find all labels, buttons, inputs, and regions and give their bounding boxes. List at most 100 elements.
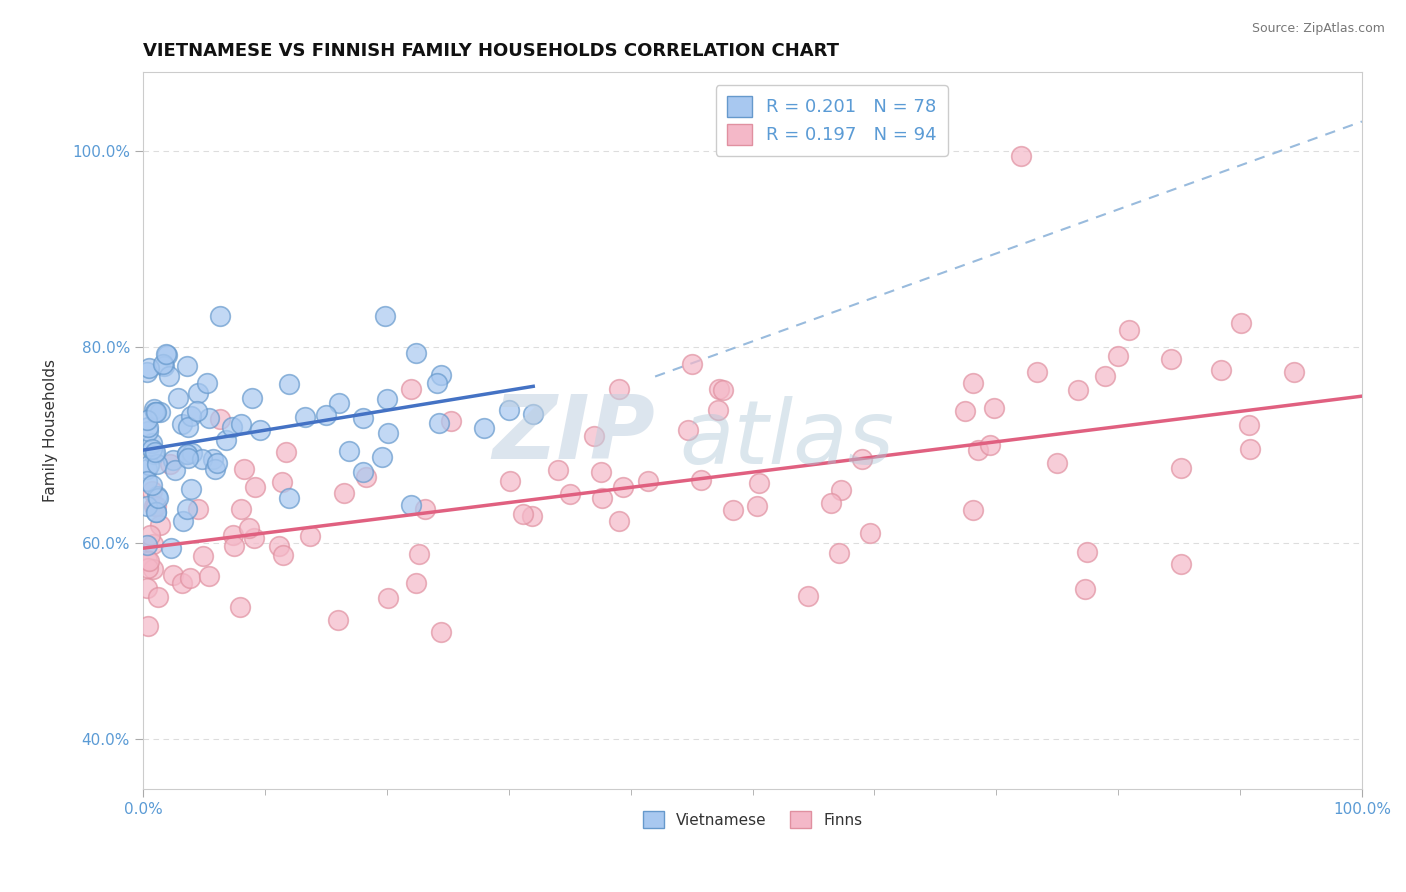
Point [231, 501, 253, 516]
Point [153, 359, 176, 373]
Point [352, 466, 374, 480]
Point [979, 438, 1001, 452]
Point [145, 505, 167, 519]
Text: atlas: atlas [679, 396, 894, 482]
Point [177, 419, 200, 434]
Point [136, 420, 159, 434]
Point [205, 456, 228, 470]
Point [142, 447, 165, 461]
Point [274, 444, 297, 458]
Point [328, 396, 350, 410]
Point [1107, 349, 1129, 363]
Point [796, 589, 818, 603]
Point [135, 475, 157, 489]
Point [498, 402, 520, 417]
Point [401, 498, 423, 512]
Point [706, 402, 728, 417]
Point [186, 403, 208, 417]
Point [425, 376, 447, 390]
Point [190, 452, 212, 467]
Point [612, 480, 634, 494]
Point [146, 590, 169, 604]
Point [159, 458, 181, 472]
Point [229, 417, 252, 432]
Point [162, 453, 184, 467]
Point [242, 531, 264, 545]
Point [143, 445, 166, 459]
Point [142, 499, 165, 513]
Point [208, 309, 231, 323]
Point [179, 571, 201, 585]
Point [135, 462, 157, 476]
Point [155, 347, 177, 361]
Point [238, 521, 260, 535]
Point [204, 462, 226, 476]
Point [401, 382, 423, 396]
Point [326, 613, 349, 627]
Point [427, 416, 450, 430]
Point [499, 474, 522, 488]
Point [180, 482, 202, 496]
Point [1239, 442, 1261, 457]
Point [136, 618, 159, 632]
Point [711, 384, 734, 398]
Point [177, 451, 200, 466]
Point [707, 382, 730, 396]
Point [371, 450, 394, 464]
Point [201, 452, 224, 467]
Point [215, 433, 238, 447]
Point [135, 365, 157, 379]
Point [198, 411, 221, 425]
Point [1239, 418, 1261, 433]
Point [962, 503, 984, 517]
Point [157, 368, 180, 383]
Point [170, 417, 193, 431]
Point [278, 377, 301, 392]
Point [1118, 323, 1140, 337]
Point [271, 548, 294, 562]
Point [195, 376, 218, 390]
Point [136, 552, 159, 566]
Point [1170, 461, 1192, 475]
Point [143, 405, 166, 419]
Point [413, 501, 436, 516]
Point [405, 346, 427, 360]
Point [748, 475, 770, 490]
Point [176, 502, 198, 516]
Point [1074, 582, 1097, 596]
Point [966, 443, 988, 458]
Point [474, 420, 496, 434]
Point [222, 539, 245, 553]
Point [152, 357, 174, 371]
Point [229, 600, 252, 615]
Point [582, 429, 605, 443]
Point [138, 554, 160, 568]
Point [176, 446, 198, 460]
Point [138, 458, 160, 473]
Point [145, 404, 167, 418]
Point [172, 515, 194, 529]
Point [1046, 456, 1069, 470]
Point [1230, 316, 1253, 330]
Point [191, 549, 214, 564]
Point [1076, 545, 1098, 559]
Point [520, 508, 543, 523]
Point [138, 361, 160, 376]
Point [830, 483, 852, 498]
Point [681, 358, 703, 372]
Point [198, 569, 221, 583]
Point [1170, 558, 1192, 572]
Point [558, 487, 581, 501]
Point [440, 414, 463, 428]
Point [294, 409, 316, 424]
Point [1067, 383, 1090, 397]
Point [430, 625, 453, 640]
Point [141, 478, 163, 492]
Point [176, 359, 198, 373]
Point [745, 499, 768, 513]
Point [167, 391, 190, 405]
Point [142, 562, 165, 576]
Point [828, 546, 851, 560]
Point [187, 385, 209, 400]
Point [678, 423, 700, 437]
